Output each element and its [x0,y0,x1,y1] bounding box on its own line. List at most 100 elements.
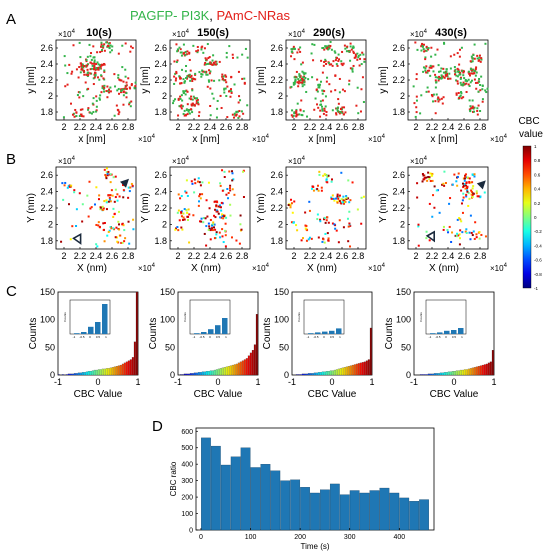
data-point [174,72,177,75]
data-point [441,102,444,105]
data-point [105,90,108,93]
data-point [472,106,475,109]
data-point [113,73,116,76]
data-point [303,73,306,76]
data-point [359,53,362,56]
data-point [462,71,465,74]
data-point [121,88,124,91]
histogram-bar [367,359,370,376]
data-point [80,113,83,116]
data-point [182,43,185,46]
data-point [440,74,443,77]
data-point [231,53,234,56]
histogram-bar [207,371,210,376]
data-point [119,79,122,82]
x-tick-label: 0 [451,377,456,387]
data-point [242,112,245,115]
x-tick-label: 2.8 [122,122,135,132]
data-point [211,224,214,227]
data-point [296,81,299,84]
data-point [302,110,305,113]
data-point [237,70,240,73]
data-point [107,90,110,93]
data-point [177,193,180,196]
y-tick-label: 200 [181,495,193,502]
colorbar-tick-label: -0.8 [534,272,542,277]
data-point [451,231,454,234]
data-point [335,197,338,200]
data-point [207,181,210,184]
data-point [100,206,103,209]
data-point [195,99,198,102]
histogram-bar [223,367,226,376]
inset-x-tick-label: 0 [209,335,211,339]
data-point [432,194,435,197]
data-point [295,115,298,118]
data-point [332,60,335,63]
y-exponent-label: ×104 [172,156,190,166]
inset-x-tick-label: -0.5 [435,335,441,339]
x-tick-label: 1 [255,377,260,387]
data-point [90,206,93,209]
data-point [78,41,81,44]
histogram-bar [95,369,98,376]
data-point [208,62,211,65]
x-tick-label: 2.2 [304,251,317,261]
data-point [477,104,480,107]
data-point [114,175,117,178]
data-point [191,182,194,185]
data-point [476,109,479,112]
histogram-bars [295,327,372,376]
x-tick-label: -1 [54,377,62,387]
cbc-ratio-bar [339,494,350,531]
data-point [105,201,108,204]
x-tick-label: 2.2 [304,122,317,132]
histogram-bar [477,366,480,376]
data-point [86,194,89,197]
data-point [475,71,478,74]
data-point [338,195,341,198]
data-point [75,208,78,211]
data-point [469,60,472,63]
data-point [478,237,481,240]
data-point [203,63,206,66]
data-point [466,176,469,179]
histogram-bar [459,369,462,376]
data-point [195,102,198,105]
data-point [481,98,484,101]
y-tick-label: 0 [50,370,55,380]
data-point [295,70,298,73]
data-point [120,241,123,244]
histogram-bars [179,314,258,376]
data-point [334,59,337,62]
y-tick-label: 150 [396,287,411,297]
data-point [217,205,220,208]
data-point [98,98,101,101]
y-tick-label: 2.4 [270,59,283,69]
data-point [92,77,95,80]
histogram-bar [213,369,216,376]
data-point [87,108,90,111]
histogram-bar [317,372,320,376]
x-tick-label: 2.8 [352,122,365,132]
histogram-bars [57,291,138,376]
data-point [317,189,320,192]
data-point [231,113,234,116]
data-point [96,51,99,54]
data-point [323,48,326,51]
data-point [215,209,218,212]
data-point [462,186,465,189]
x-axis-label: Time (s) [300,542,329,551]
y-tick-label: 2.6 [392,43,405,53]
data-point [109,200,112,203]
data-point [223,170,226,173]
data-point [330,180,333,183]
data-point [97,66,100,69]
data-point [335,63,338,66]
data-point [89,111,92,114]
data-point [322,238,325,241]
data-point [323,109,326,112]
